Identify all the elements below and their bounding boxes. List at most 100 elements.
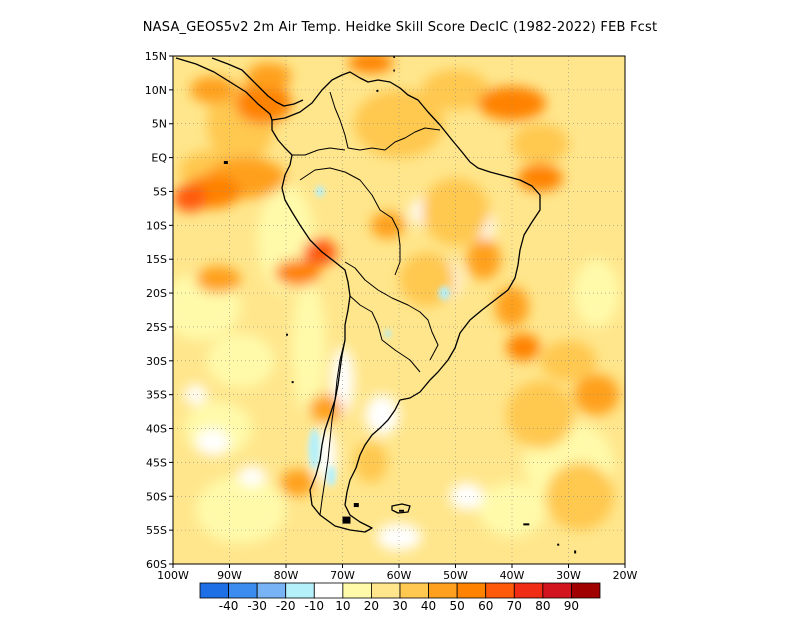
colorbar-swatch — [256, 582, 287, 599]
colorbar-swatch — [456, 582, 487, 599]
island-mark — [286, 333, 288, 336]
island-mark — [399, 509, 404, 512]
field-region — [195, 265, 241, 294]
colorbar-swatch — [399, 582, 429, 599]
islands — [223, 56, 577, 554]
lat-tick-label: 35S — [146, 389, 167, 402]
colorbar-swatch — [428, 582, 458, 599]
colorbar-swatch — [513, 582, 544, 599]
field-region — [421, 69, 490, 111]
colorbar-swatch — [342, 582, 372, 599]
colorbar-label: 10 — [335, 599, 350, 613]
country-borders — [292, 91, 441, 516]
field-region — [365, 394, 399, 436]
colorbar-label: 50 — [450, 599, 465, 613]
field-region — [302, 238, 337, 266]
field-region — [315, 186, 325, 197]
coastlines — [175, 57, 541, 533]
field-region — [449, 482, 484, 510]
lon-tick-label: 70W — [330, 569, 355, 582]
island-mark — [523, 523, 530, 526]
lat-tick-label: 55S — [146, 524, 167, 537]
colorbar-label: -20 — [276, 599, 296, 613]
colorbar-swatch — [542, 582, 572, 599]
lon-tick-label: 20W — [613, 569, 638, 582]
field-region — [478, 86, 546, 121]
island-mark — [376, 89, 379, 92]
longitude-axis: 100W 90W 80W 70W 60W 50W 40W 30W 20W — [157, 564, 638, 582]
field-region — [184, 384, 207, 405]
colorbar-swatch — [199, 582, 229, 599]
lon-tick-label: 30W — [556, 569, 581, 582]
field-region — [370, 211, 405, 239]
field-region — [331, 347, 354, 415]
map-title: NASA_GEOS5v2 2m Air Temp. Heidke Skill S… — [142, 20, 658, 35]
lat-tick-label: 25S — [146, 321, 167, 334]
field-region — [280, 469, 315, 497]
lat-tick-label: 45S — [146, 456, 167, 469]
colorbar-swatch — [371, 582, 401, 599]
field-region — [421, 177, 490, 246]
field-region — [308, 394, 343, 422]
field-region — [353, 89, 445, 158]
field-region — [206, 333, 275, 388]
colorbar-label: -30 — [247, 599, 267, 613]
lat-tick-label: 10N — [145, 84, 167, 97]
central-america-south-coast — [175, 57, 273, 121]
lon-tick-label: 50W — [443, 569, 468, 582]
island-mark — [291, 381, 294, 384]
island-mark — [223, 160, 228, 164]
field-region — [326, 465, 336, 487]
colorbar-label: -10 — [304, 599, 324, 613]
field-region — [173, 184, 207, 212]
lat-tick-label: 40S — [146, 423, 167, 436]
field-region — [246, 62, 292, 90]
field-region — [353, 442, 388, 483]
field-region — [274, 259, 320, 287]
field-region — [291, 279, 326, 415]
lat-tick-label: 30S — [146, 355, 167, 368]
lat-tick-label: 15S — [146, 253, 167, 266]
island-mark — [557, 543, 560, 546]
lat-tick-label: 60S — [146, 558, 167, 571]
field-region — [545, 462, 614, 531]
lat-tick-label: 50S — [146, 490, 167, 503]
field-region — [237, 465, 267, 487]
field-region — [384, 329, 392, 338]
field-region — [466, 238, 501, 280]
field-region — [506, 333, 541, 361]
field-region — [574, 259, 620, 327]
lon-tick-label: 40W — [500, 569, 525, 582]
colorbar-swatch — [285, 582, 315, 599]
field-region — [512, 123, 569, 165]
colorbar-swatch — [313, 582, 344, 599]
skill-field — [173, 56, 625, 564]
island-mark — [342, 516, 351, 524]
colorbar-label: 40 — [421, 599, 436, 613]
field-region — [495, 286, 529, 327]
field-region — [308, 428, 320, 470]
field-small-features — [308, 186, 450, 487]
colorbar: -40 -30 -20 -10 10 20 30 40 50 60 70 80 90 — [199, 582, 601, 613]
colorbar-swatch — [485, 582, 515, 599]
field-region — [348, 56, 394, 73]
field-blobs — [173, 56, 620, 551]
lon-tick-label: 60W — [387, 569, 412, 582]
field-region — [438, 286, 450, 300]
island-mark — [574, 550, 577, 554]
lat-tick-label: EQ — [151, 152, 167, 165]
falkland-islands-coastline — [391, 503, 411, 514]
lat-tick-label: 5S — [153, 185, 167, 198]
lat-tick-label: 10S — [146, 219, 167, 232]
central-america-coastline — [211, 57, 304, 107]
colorbar-label: 30 — [392, 599, 407, 613]
field-region — [574, 374, 620, 415]
south-america-coastline — [271, 71, 541, 533]
colorbar-swatch — [228, 582, 258, 599]
field-region — [195, 428, 230, 456]
field-region — [517, 164, 563, 192]
lon-tick-label: 80W — [274, 569, 299, 582]
lat-tick-label: 20S — [146, 287, 167, 300]
colorbar-label: 90 — [564, 599, 579, 613]
colorbar-label: 80 — [535, 599, 550, 613]
